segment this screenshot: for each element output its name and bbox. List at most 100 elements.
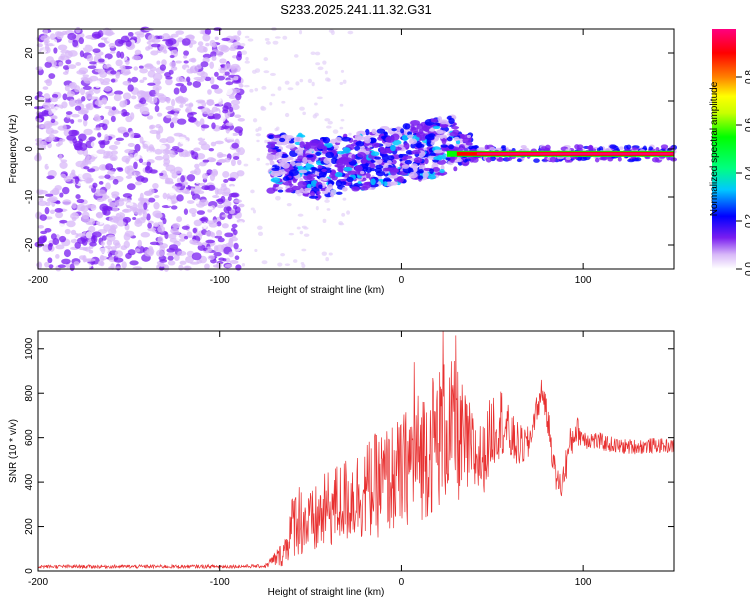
spectrogram-point (322, 60, 327, 65)
spectrogram-point (217, 153, 227, 157)
spectrogram-point (209, 61, 215, 69)
spectrogram-point (158, 125, 164, 134)
spectrogram-point (82, 44, 93, 53)
spectrogram-point (314, 51, 321, 56)
spectrogram-point (295, 162, 303, 167)
spectrogram-point (116, 51, 121, 58)
spectrogram-point (102, 155, 109, 159)
spectrogram-point (384, 141, 392, 147)
spectrogram-point (234, 126, 244, 134)
spectrogram-point (440, 124, 449, 128)
spectrogram-point (336, 150, 346, 155)
spectrogram-point (112, 206, 119, 212)
spectrogram-point (115, 137, 125, 141)
spectrogram-point (207, 255, 215, 261)
spectrogram-point (82, 113, 89, 121)
spectrogram-point (75, 62, 82, 66)
spectrogram-point (127, 31, 134, 37)
spectrogram-point (175, 83, 185, 87)
spectrogram-point (122, 132, 130, 138)
spectrogram-point (351, 154, 356, 160)
spectrogram-point (207, 208, 213, 213)
spectrogram-point (189, 163, 196, 167)
spectrogram-point (383, 181, 388, 187)
spectrogram-point (204, 263, 210, 270)
spectrogram-point (186, 200, 195, 204)
spectrogram-point (37, 200, 48, 207)
spectrogram-point (489, 146, 496, 151)
spectrogram-point (105, 182, 111, 190)
spectrogram-point (173, 112, 178, 117)
spectrogram-point (82, 85, 92, 90)
spectrogram-point (94, 80, 101, 89)
spectrogram-point (155, 80, 161, 85)
spectrogram-point (212, 170, 219, 176)
spectrogram-point (201, 133, 206, 139)
spectrogram-point (212, 194, 220, 199)
spectrogram-point (164, 181, 175, 185)
spectrogram-point (159, 172, 164, 176)
spectrogram-point (110, 78, 116, 83)
spectrogram-point (327, 120, 333, 125)
spectrogram-point (347, 170, 357, 175)
spectrogram-point (200, 124, 210, 129)
spectrogram-point (50, 97, 58, 103)
spectrogram-point (52, 237, 60, 246)
spectrogram-point (228, 131, 234, 138)
spectrogram-point (155, 87, 160, 95)
spectrogram-point (380, 149, 389, 155)
spectrogram-point (206, 99, 214, 107)
spectrogram-point (355, 140, 365, 147)
spectrogram-point (413, 156, 423, 164)
spectrogram-point (44, 43, 50, 52)
spectrogram-point (181, 38, 191, 46)
spectrogram-point (134, 49, 142, 55)
spectrogram-point (202, 159, 210, 163)
spectrogram-point (390, 144, 396, 152)
spectrogram-point (266, 154, 276, 161)
spectrogram-point (100, 84, 105, 91)
spectrogram-point (152, 96, 158, 104)
spectrogram-point (94, 99, 104, 106)
spectrogram-point (370, 151, 380, 157)
spectrogram-point (371, 128, 377, 135)
spectrogram-point (269, 102, 273, 106)
spectrogram-point (127, 142, 135, 148)
spectrogram-point (175, 60, 183, 64)
spectrogram-point (209, 39, 216, 47)
spectrogram-point (61, 30, 68, 35)
spectrogram-point (50, 115, 58, 120)
spectrogram-point (194, 126, 200, 134)
spectrogram-point (371, 142, 380, 148)
spectrogram-point (43, 93, 51, 100)
spectrogram-point (500, 146, 507, 153)
spectrogram-point (369, 137, 377, 144)
spectrogram-point (330, 157, 338, 165)
spectrogram-point (277, 189, 284, 193)
spectrogram-point (194, 198, 200, 204)
spectrogram-point (55, 143, 61, 147)
spectrogram-point (45, 56, 54, 63)
spectrogram-point (150, 50, 159, 56)
spectrogram-point (303, 226, 309, 230)
spectrogram-point (176, 194, 184, 202)
spectrogram-point (145, 46, 151, 51)
spectrogram-point (236, 170, 245, 177)
spectrogram-point (265, 41, 271, 45)
spectrogram-point (133, 134, 141, 139)
x-tick-label: -200 (28, 275, 48, 286)
spectrogram-point (356, 152, 367, 158)
spectrogram-point (216, 97, 222, 102)
spectrogram-point (167, 255, 174, 261)
spectrogram-point (192, 80, 202, 88)
colorbar-label: Normalized spectral amplitude (709, 81, 720, 216)
spectrogram-point (339, 126, 344, 130)
spectrogram-point (71, 113, 80, 118)
spectrogram-point (418, 169, 424, 174)
spectrogram-point (342, 186, 348, 192)
spectrogram-point (104, 105, 113, 110)
spectrogram-point (186, 231, 193, 238)
spectrogram-point (67, 32, 77, 41)
spectrogram-point (429, 127, 436, 132)
spectrogram-point (445, 157, 451, 161)
